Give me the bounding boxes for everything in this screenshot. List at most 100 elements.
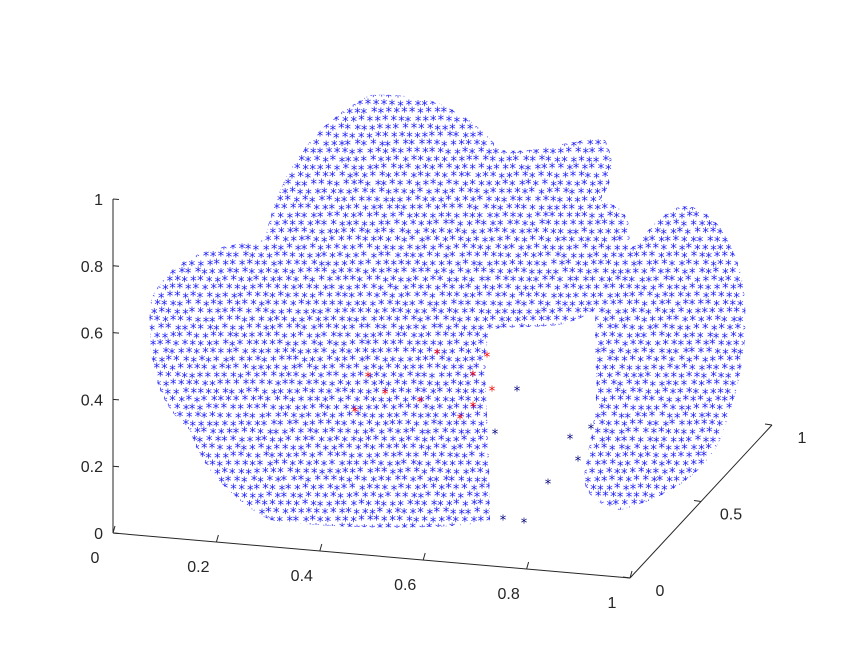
cloud-point-4301: *: [225, 522, 232, 537]
cloud-point-2162: *: [586, 299, 593, 314]
cloud-point-1782: *: [669, 259, 676, 274]
cloud-point-2030: *: [158, 291, 165, 306]
cloud-point-1868: *: [730, 266, 737, 281]
cloud-point-995: *: [614, 179, 621, 194]
cloud-point-4355: *: [657, 524, 664, 539]
cloud-point-1562: *: [158, 244, 165, 259]
cloud-point-623: *: [753, 140, 760, 155]
cloud-point-3742: *: [746, 460, 753, 475]
cloud-point-1702: *: [649, 250, 656, 265]
cloud-point-2101: *: [726, 290, 733, 305]
cloud-point-4104: *: [526, 497, 533, 512]
cloud-point-4220: *: [205, 515, 212, 530]
cloud-point-1576: *: [271, 243, 278, 258]
cloud-point-1202: *: [394, 203, 401, 218]
cloud-point-732: *: [378, 155, 385, 170]
cloud-point-4267: *: [581, 515, 588, 530]
cloud-point-3979: *: [145, 491, 152, 506]
cloud-point-4353: *: [641, 522, 648, 537]
cloud-point-1550: *: [681, 235, 688, 250]
cloud-point-3017: *: [566, 387, 573, 402]
cloud-point-1267: *: [294, 210, 301, 225]
cloud-point-5: *: [181, 83, 188, 98]
cloud-point-1161: *: [694, 193, 701, 208]
cloud-point-717: *: [257, 154, 264, 169]
cloud-point-1435: *: [389, 226, 396, 241]
cloud-point-146: *: [681, 92, 688, 107]
cloud-point-4058: *: [157, 500, 164, 515]
cloud-point-676: *: [558, 146, 565, 161]
cloud-point-1899: *: [357, 275, 364, 290]
cloud-point-3556: *: [506, 441, 513, 456]
cloud-point-1771: *: [582, 259, 589, 274]
cloud-point-855: *: [741, 163, 748, 178]
cloud-point-400: *: [219, 123, 226, 138]
cloud-point-823: *: [486, 164, 493, 179]
cloud-point-3743: *: [753, 458, 760, 473]
cloud-point-51: *: [551, 82, 558, 97]
cloud-point-1964: *: [250, 282, 257, 297]
cloud-point-1836: *: [473, 265, 480, 280]
cloud-point-38: *: [447, 83, 454, 98]
cloud-point-425: *: [418, 122, 425, 137]
cloud-point-1425: *: [309, 227, 316, 242]
cloud-point-3121: *: [149, 402, 156, 417]
cloud-point-2077: *: [534, 290, 541, 305]
cloud-point-879: *: [305, 172, 312, 187]
cloud-point-1536: *: [569, 235, 576, 250]
cloud-point-1447: *: [487, 226, 494, 241]
cloud-point-1371: *: [497, 218, 504, 233]
cloud-point-3633: *: [501, 450, 508, 465]
cloud-point-351: *: [454, 116, 461, 131]
cloud-point-1962: *: [234, 282, 241, 297]
cloud-point-1966: *: [265, 281, 272, 296]
cloud-point-4269: *: [597, 514, 604, 529]
cloud-point-1137: *: [501, 195, 508, 210]
cloud-point-3976: *: [750, 482, 757, 497]
cloud-point-2103: *: [742, 290, 749, 305]
cloud-point-1515: *: [401, 235, 408, 250]
cloud-point-1222: *: [554, 203, 561, 218]
cloud-point-1734: *: [286, 258, 293, 273]
cloud-point-3174: *: [574, 404, 581, 419]
cloud-point-1164: *: [718, 195, 725, 210]
cloud-point-1054: *: [458, 185, 465, 200]
cloud-point-131: *: [562, 92, 569, 107]
cloud-point-878: *: [297, 170, 304, 185]
cloud-point-1367: *: [466, 219, 473, 234]
cloud-point-359: *: [517, 114, 524, 129]
cloud-point-1122: *: [383, 196, 390, 211]
cloud-point-589: *: [481, 139, 488, 154]
cloud-point-2629: *: [577, 346, 584, 361]
cloud-point-1581: *: [310, 241, 317, 256]
cloud-point-4363: *: [721, 524, 728, 539]
cloud-point-4138: *: [170, 507, 177, 522]
cloud-point-2861: *: [565, 372, 572, 387]
cloud-point-4109: *: [566, 498, 573, 513]
cloud-point-4198: *: [650, 506, 657, 521]
cloud-point-781: *: [150, 162, 157, 177]
cloud-point-4044: *: [666, 490, 673, 505]
cloud-point-1670: *: [395, 251, 402, 266]
cloud-point-656: *: [397, 147, 404, 162]
cloud-point-1308: *: [621, 211, 628, 226]
cloud-point-3197: *: [757, 403, 764, 418]
cloud-point-1142: *: [543, 194, 550, 209]
cloud-point-3359: *: [179, 428, 186, 443]
cloud-point-122: *: [490, 90, 497, 105]
cloud-point-701: *: [758, 145, 765, 160]
cloud-point-4051: *: [722, 490, 729, 505]
cloud-point-1676: *: [443, 252, 450, 267]
cloud-point-3831: *: [210, 475, 217, 490]
cloud-point-1224: *: [569, 203, 576, 218]
cloud-point-545: *: [759, 130, 766, 145]
cloud-point-188: *: [397, 99, 404, 114]
cloud-point-1661: *: [321, 250, 328, 265]
cloud-point-1307: *: [613, 211, 620, 226]
cloud-point-342: *: [382, 114, 389, 129]
cloud-point-3896: *: [731, 474, 738, 489]
cloud-point-1991: *: [465, 282, 472, 297]
cloud-point-1455: *: [550, 227, 557, 242]
cloud-point-3166: *: [510, 404, 517, 419]
cloud-point-1323: *: [742, 211, 749, 226]
